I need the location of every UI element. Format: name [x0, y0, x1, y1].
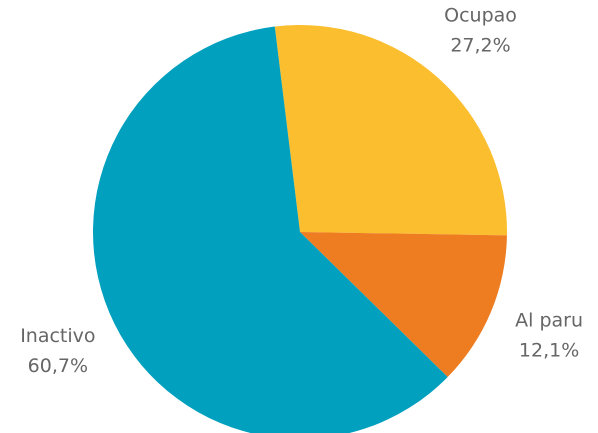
slice-value-label: 60,7% [28, 355, 88, 377]
pie-slice [300, 232, 507, 378]
slice-label: Ocupao [444, 5, 517, 27]
slice-value-label: 12,1% [519, 340, 579, 362]
pie-slice [93, 26, 448, 433]
slice-label: Inactivo [20, 325, 95, 347]
slice-value-label: 27,2% [450, 35, 510, 57]
slice-label: Al paru [515, 310, 583, 332]
pie-slice [274, 24, 508, 236]
